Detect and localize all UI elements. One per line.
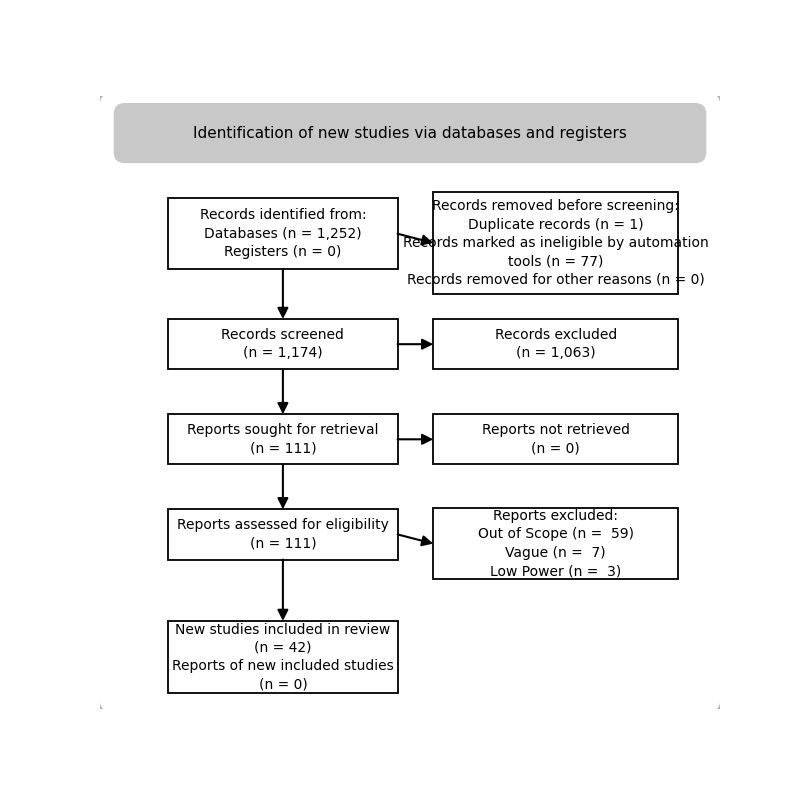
Text: Reports assessed for eligibility
(n = 111): Reports assessed for eligibility (n = 11… (177, 518, 389, 551)
Text: Reports not retrieved
(n = 0): Reports not retrieved (n = 0) (482, 423, 630, 456)
FancyBboxPatch shape (168, 509, 398, 559)
Text: Records removed before screening:
Duplicate records (n = 1)
Records marked as in: Records removed before screening: Duplic… (403, 199, 709, 287)
FancyBboxPatch shape (434, 508, 678, 579)
FancyBboxPatch shape (168, 198, 398, 269)
FancyBboxPatch shape (434, 414, 678, 465)
FancyBboxPatch shape (168, 414, 398, 465)
Text: Records identified from:
Databases (n = 1,252)
Registers (n = 0): Records identified from: Databases (n = … (199, 208, 366, 259)
Text: Identification of new studies via databases and registers: Identification of new studies via databa… (193, 126, 627, 140)
FancyBboxPatch shape (168, 319, 398, 369)
FancyBboxPatch shape (98, 92, 722, 713)
FancyBboxPatch shape (434, 192, 678, 293)
Text: Reports sought for retrieval
(n = 111): Reports sought for retrieval (n = 111) (187, 423, 378, 456)
FancyBboxPatch shape (114, 103, 706, 163)
Text: Records excluded
(n = 1,063): Records excluded (n = 1,063) (494, 328, 617, 360)
Text: New studies included in review
(n = 42)
Reports of new included studies
(n = 0): New studies included in review (n = 42) … (172, 622, 394, 692)
Text: Records screened
(n = 1,174): Records screened (n = 1,174) (222, 328, 344, 360)
FancyBboxPatch shape (168, 621, 398, 693)
FancyBboxPatch shape (434, 319, 678, 369)
Text: Reports excluded:
Out of Scope (n =  59)
Vague (n =  7)
Low Power (n =  3): Reports excluded: Out of Scope (n = 59) … (478, 509, 634, 579)
